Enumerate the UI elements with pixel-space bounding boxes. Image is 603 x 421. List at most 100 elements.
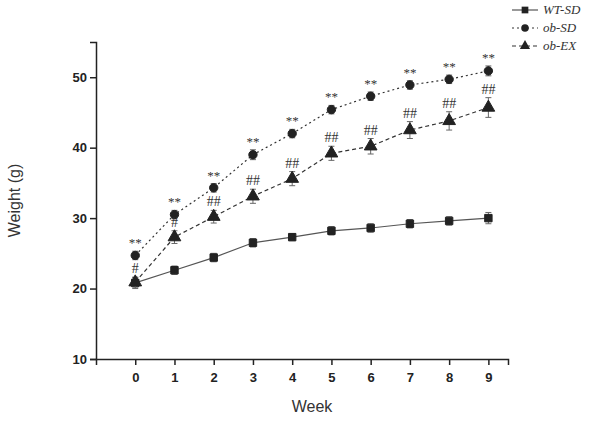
x-tick-mark	[449, 359, 451, 365]
series-line	[135, 108, 488, 283]
x-tick-mark	[370, 359, 372, 365]
y-tick-label: 40	[73, 140, 87, 155]
error-bar	[289, 234, 295, 241]
legend-marker	[520, 40, 530, 49]
significance-label: **	[325, 89, 338, 104]
y-tick: 30	[73, 211, 96, 226]
significance-label: **	[286, 113, 299, 128]
marker	[406, 81, 414, 89]
significance-label: ##	[481, 82, 495, 97]
significance-label: ##	[364, 123, 378, 138]
marker	[404, 123, 417, 134]
marker	[484, 67, 492, 75]
marker	[131, 251, 139, 259]
y-tick-mark	[90, 218, 96, 220]
error-bar	[368, 224, 374, 232]
marker	[406, 220, 413, 227]
error-bar	[446, 217, 452, 225]
error-bar-cap	[132, 287, 138, 288]
error-bar-cap	[250, 203, 256, 204]
x-tick: 7	[407, 359, 414, 385]
y-tick-label: 10	[73, 352, 87, 367]
error-bar	[485, 212, 491, 223]
y-tick: 40	[73, 140, 96, 155]
significance-label: ##	[324, 130, 338, 145]
x-tick: 6	[368, 359, 375, 385]
significance-label: ##	[285, 156, 299, 171]
significance-label: **	[246, 134, 259, 149]
x-tick: 3	[250, 359, 257, 385]
marker	[327, 105, 335, 113]
marker	[168, 230, 181, 241]
legend-label: ob-EX	[543, 38, 577, 53]
legend-label: ob-SD	[543, 20, 577, 35]
annotations: ********************##################	[129, 50, 496, 276]
marker	[288, 233, 295, 240]
error-bar-cap	[171, 243, 177, 244]
x-tick-label: 6	[368, 370, 375, 385]
y-tick-mark	[90, 77, 96, 79]
y-tick-mark	[90, 147, 96, 149]
error-bar-cap	[407, 138, 413, 139]
x-tick-mark	[292, 359, 294, 365]
marker	[171, 267, 178, 274]
marker	[207, 209, 220, 220]
x-tick-label: 4	[289, 370, 297, 385]
significance-label: **	[207, 168, 220, 183]
significance-label: **	[129, 235, 142, 250]
error-bar	[328, 227, 334, 235]
plot-area	[129, 66, 495, 289]
significance-label: ##	[207, 194, 221, 209]
legend-item: WT-SD	[512, 2, 581, 17]
marker	[247, 189, 260, 200]
marker	[129, 275, 142, 286]
legend-label: WT-SD	[543, 2, 581, 17]
error-bar-cap	[485, 117, 491, 118]
y-tick-mark	[90, 288, 96, 290]
marker	[249, 151, 257, 159]
x-tick-mark	[253, 359, 255, 365]
x-tick-mark	[174, 359, 176, 365]
marker	[364, 139, 377, 150]
marker	[445, 75, 453, 83]
significance-label: ##	[246, 173, 260, 188]
error-bar	[211, 253, 217, 261]
y-tick: 20	[73, 281, 96, 296]
x-tick-label: 0	[132, 370, 139, 385]
error-bar-cap	[289, 185, 295, 186]
x-tick: 5	[328, 359, 335, 385]
marker	[328, 227, 335, 234]
error-bar	[407, 220, 413, 228]
x-axis: 0123456789	[97, 359, 509, 385]
marker	[367, 224, 374, 231]
x-tick-label: 3	[250, 370, 257, 385]
y-tick: 50	[73, 70, 96, 85]
y-tick: 10	[73, 352, 96, 367]
marker	[286, 171, 299, 182]
x-tick-label: 5	[328, 370, 335, 385]
significance-label: #	[171, 215, 178, 230]
error-bar-cap	[446, 130, 452, 131]
error-bar-cap	[368, 154, 374, 155]
x-axis-title: Week	[292, 398, 334, 415]
y-axis-title: Weight (g)	[6, 164, 23, 238]
y-tick-mark	[90, 359, 96, 361]
y-axis-line	[90, 43, 97, 360]
marker	[482, 100, 495, 111]
legend-item: ob-SD	[512, 20, 577, 35]
significance-label: **	[364, 76, 377, 91]
series-line	[135, 218, 488, 283]
legend-marker	[522, 7, 529, 14]
significance-label: **	[482, 50, 495, 65]
error-bar-cap	[485, 97, 491, 98]
error-bar-cap	[446, 111, 452, 112]
marker	[366, 92, 374, 100]
significance-label: **	[403, 65, 416, 80]
legend: WT-SD ob-SD ob-EX	[512, 2, 581, 53]
marker	[210, 254, 217, 261]
significance-label: ##	[403, 106, 417, 121]
legend-marker	[521, 24, 529, 32]
marker	[288, 129, 296, 137]
x-tick-label: 2	[211, 370, 218, 385]
x-tick: 9	[485, 359, 492, 385]
